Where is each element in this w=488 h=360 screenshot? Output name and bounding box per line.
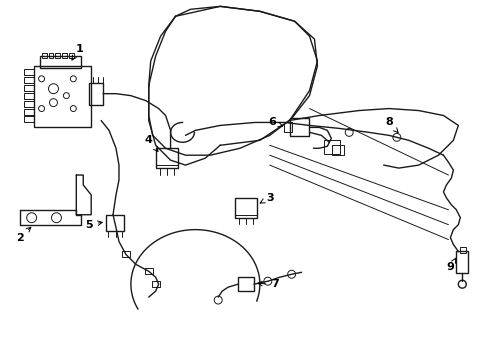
Bar	[283, 122, 291, 132]
Text: 9: 9	[446, 258, 455, 272]
Bar	[40, 56, 81, 68]
Bar	[62, 53, 67, 58]
Bar	[55, 53, 61, 58]
Bar	[48, 53, 53, 58]
Bar	[455, 251, 468, 273]
Bar	[151, 281, 160, 287]
Bar	[24, 109, 34, 114]
Text: 2: 2	[16, 227, 31, 243]
Bar	[324, 140, 340, 154]
Bar	[24, 85, 34, 91]
Bar	[144, 268, 152, 274]
Bar	[24, 77, 34, 83]
Bar	[24, 100, 34, 107]
Bar	[122, 251, 130, 257]
Text: 6: 6	[267, 117, 282, 127]
Bar	[459, 247, 466, 253]
Bar	[289, 118, 309, 136]
Text: 5: 5	[85, 220, 102, 230]
Bar	[24, 93, 34, 99]
Text: 4: 4	[144, 135, 158, 152]
Bar	[106, 215, 123, 231]
Bar	[89, 83, 103, 105]
Bar	[155, 148, 177, 168]
Bar	[332, 145, 344, 155]
Text: 8: 8	[384, 117, 397, 132]
Bar	[24, 117, 34, 122]
Bar	[34, 66, 91, 127]
Text: 1: 1	[72, 44, 83, 60]
Text: 3: 3	[260, 193, 273, 203]
Bar	[235, 198, 256, 218]
Text: 7: 7	[257, 279, 278, 289]
Bar	[41, 53, 46, 58]
Bar	[24, 69, 34, 75]
Bar	[238, 277, 253, 291]
Bar	[69, 53, 74, 58]
